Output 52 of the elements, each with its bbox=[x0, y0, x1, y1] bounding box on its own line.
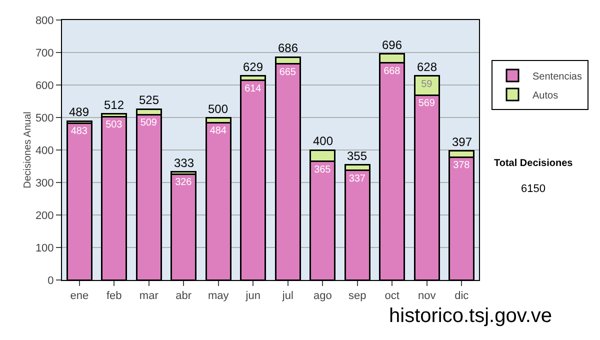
data-label: 665 bbox=[279, 66, 296, 78]
y-tick-label: 400 bbox=[35, 144, 54, 157]
y-tick-label: 100 bbox=[35, 242, 54, 254]
x-tick-label: ago bbox=[313, 290, 332, 302]
total-label: 525 bbox=[139, 93, 160, 107]
x-tick-label: ene bbox=[70, 290, 89, 302]
total-label: 400 bbox=[313, 134, 334, 148]
legend-label: Autos bbox=[532, 90, 558, 102]
data-label: 59 bbox=[421, 78, 433, 90]
text: Total Decisiones bbox=[494, 158, 574, 169]
text: 6150 bbox=[521, 183, 546, 195]
x-tick-label: dic bbox=[454, 290, 470, 302]
x-tick-label: jul bbox=[281, 290, 294, 302]
total-label: 629 bbox=[243, 60, 264, 74]
y-tick-label: 500 bbox=[35, 112, 54, 124]
data-label: 483 bbox=[70, 126, 88, 138]
y-tick-label: 600 bbox=[35, 80, 54, 92]
data-label: 378 bbox=[453, 160, 470, 172]
total-label: 397 bbox=[452, 135, 472, 149]
x-tick-label: oct bbox=[384, 290, 400, 302]
total-label: 696 bbox=[382, 38, 402, 52]
x-tick-label: abr bbox=[176, 290, 192, 302]
y-tick-label: 700 bbox=[35, 47, 54, 60]
data-label: 569 bbox=[418, 98, 436, 110]
y-tick-label: 800 bbox=[35, 14, 54, 27]
total-label: 333 bbox=[174, 156, 194, 170]
data-label: 614 bbox=[244, 83, 262, 94]
total-label: 686 bbox=[278, 41, 298, 55]
data-label: 509 bbox=[140, 118, 158, 129]
data-label: 484 bbox=[210, 126, 227, 137]
x-tick-label: nov bbox=[418, 290, 436, 302]
data-label: 337 bbox=[348, 173, 366, 184]
legend-label: Sentencias bbox=[532, 71, 582, 82]
y-tick-label: 0 bbox=[48, 274, 54, 287]
data-label: 326 bbox=[175, 177, 192, 188]
total-label: 489 bbox=[69, 105, 90, 119]
data-label: 365 bbox=[314, 164, 332, 176]
total-label: 512 bbox=[104, 98, 124, 112]
total-label: 355 bbox=[347, 149, 368, 163]
y-axis-title: Decisiones Anual bbox=[22, 112, 34, 188]
y-tick-label: 200 bbox=[35, 210, 54, 222]
y-tick-label: 300 bbox=[35, 177, 54, 190]
x-tick-label: may bbox=[208, 290, 230, 302]
x-tick-label: mar bbox=[139, 290, 159, 302]
total-label: 628 bbox=[417, 60, 438, 74]
x-tick-label: jun bbox=[244, 290, 260, 302]
text: historico.tsj.gov.ve bbox=[389, 305, 552, 327]
data-label: 503 bbox=[106, 120, 123, 131]
total-label: 500 bbox=[208, 102, 228, 116]
x-tick-label: sep bbox=[348, 290, 366, 302]
x-tick-label: feb bbox=[106, 290, 122, 302]
data-label: 668 bbox=[384, 66, 401, 77]
